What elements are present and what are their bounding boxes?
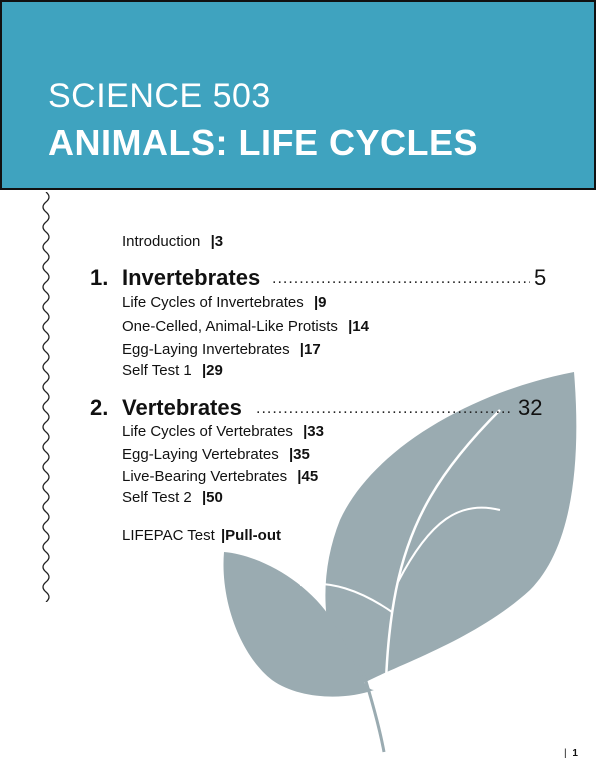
section-1-number: 1. (90, 265, 109, 290)
toc-item-page: |33 (303, 423, 324, 440)
toc-item[interactable]: Live-Bearing Vertebrates |45 (122, 468, 318, 485)
toc-item-label: Live-Bearing Vertebrates (122, 468, 288, 485)
toc-item-page: |45 (297, 468, 319, 485)
title-banner: SCIENCE 503 ANIMALS: LIFE CYCLES (0, 0, 596, 190)
subject-heading: SCIENCE 503 (48, 77, 271, 115)
toc-item-label: LIFEPAC Test (122, 527, 215, 544)
toc-item[interactable]: Self Test 2 |50 (122, 489, 223, 506)
page-number: | 1 (564, 748, 578, 759)
toc-item[interactable]: One-Celled, Animal-Like Protists |14 (122, 318, 369, 335)
wavy-line-icon (42, 192, 50, 602)
toc-item-page: |Pull-out (220, 527, 281, 544)
section-2-page: 32 (518, 395, 543, 420)
toc-lifepac-test[interactable]: LIFEPAC Test |Pull-out (122, 527, 281, 544)
toc-item[interactable]: Life Cycles of Vertebrates |33 (122, 423, 324, 440)
toc-item-label: Self Test 2 (122, 489, 192, 506)
toc-introduction[interactable]: Introduction |3 (122, 233, 223, 250)
toc-item-page: |3 (210, 233, 224, 250)
dot-leader: ........................................… (256, 400, 512, 417)
section-1-page: 5 (534, 265, 547, 290)
unit-title: ANIMALS: LIFE CYCLES (48, 122, 478, 163)
toc-item[interactable]: Egg-Laying Vertebrates |35 (122, 446, 310, 463)
section-1-title[interactable]: Invertebrates (122, 265, 261, 290)
toc-item[interactable]: Life Cycles of Invertebrates |9 (122, 294, 326, 311)
section-2-number: 2. (90, 395, 109, 420)
toc-item-page: |9 (313, 294, 327, 311)
toc-item[interactable]: Self Test 1 |29 (122, 362, 223, 379)
toc-item-page: |17 (299, 341, 321, 358)
toc-item-label: Life Cycles of Invertebrates (122, 294, 304, 311)
toc-item-label: Egg-Laying Invertebrates (122, 341, 290, 358)
page-number-separator: | (564, 748, 567, 759)
toc-item-page: |50 (201, 489, 223, 506)
toc-item-label: One-Celled, Animal-Like Protists (122, 318, 338, 335)
toc-item[interactable]: Egg-Laying Invertebrates |17 (122, 341, 321, 358)
dot-leader: ........................................… (272, 270, 530, 287)
toc-item-label: Life Cycles of Vertebrates (122, 423, 293, 440)
page-number-value: 1 (572, 748, 578, 759)
section-2-title[interactable]: Vertebrates (122, 395, 242, 420)
toc-item-label: Introduction (122, 233, 201, 250)
toc-item-label: Self Test 1 (122, 362, 192, 379)
toc-item-label: Egg-Laying Vertebrates (122, 446, 279, 463)
toc-item-page: |35 (288, 446, 310, 463)
toc-item-page: |29 (201, 362, 223, 379)
toc-item-page: |14 (348, 318, 369, 335)
